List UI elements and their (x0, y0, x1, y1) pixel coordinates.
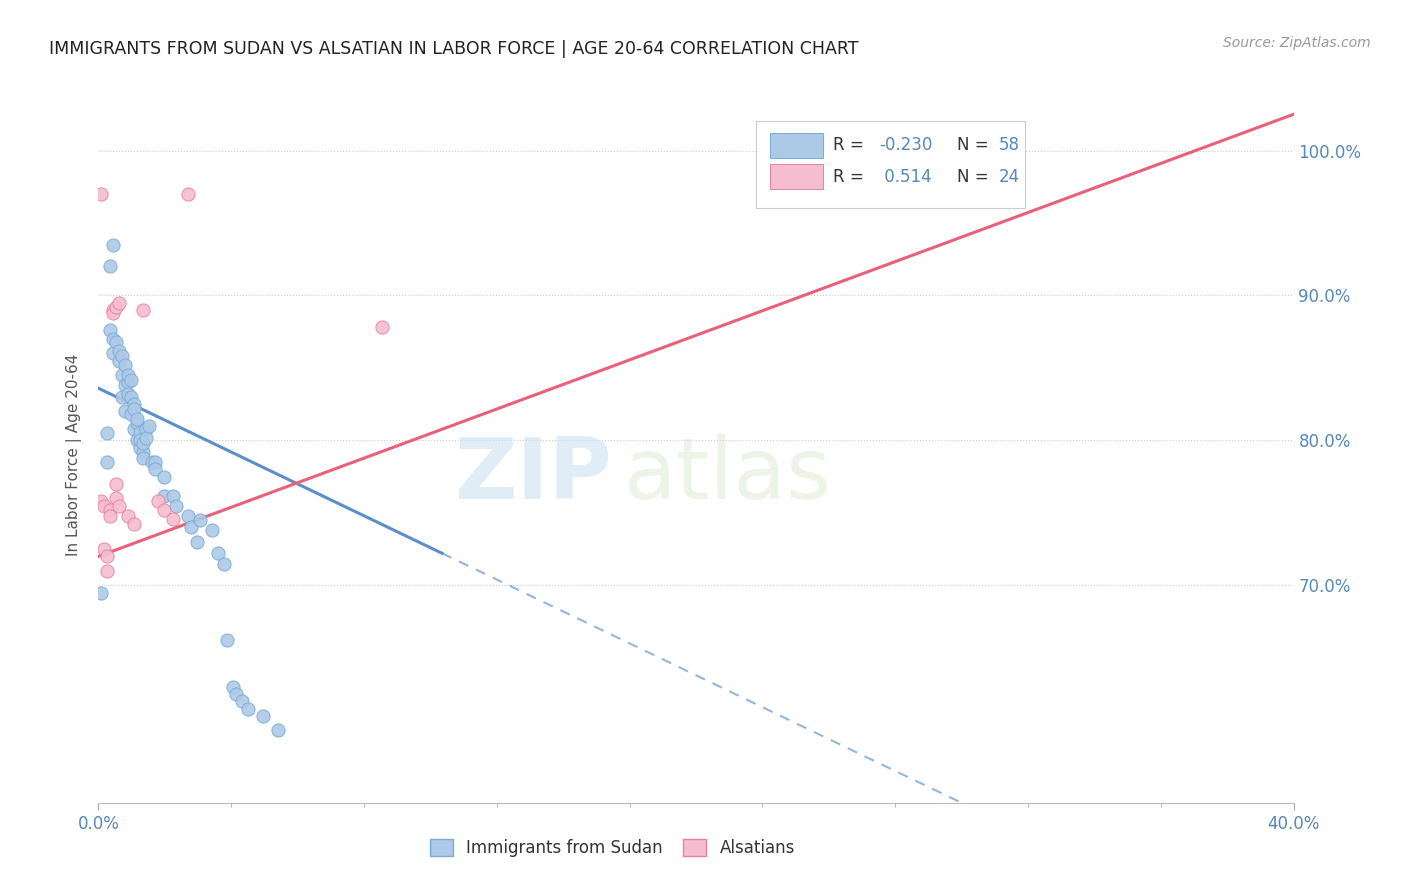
Point (215, 633, 238, 648)
Point (105, 491, 128, 506)
Point (90, 494, 112, 508)
Point (129, 434, 152, 448)
Point (120, 390, 142, 404)
Y-axis label: In Labor Force | Age 20-64: In Labor Force | Age 20-64 (66, 354, 82, 556)
Point (98, 323, 122, 337)
Point (177, 187, 200, 202)
Point (132, 303, 155, 318)
Point (132, 445, 155, 459)
Point (153, 469, 176, 483)
Text: 58: 58 (998, 136, 1019, 154)
Point (98, 508, 122, 523)
Point (177, 508, 200, 523)
Point (252, 709, 274, 723)
Point (105, 477, 128, 491)
Point (162, 489, 184, 503)
Point (148, 494, 170, 508)
Point (153, 503, 176, 517)
Point (117, 368, 139, 383)
FancyBboxPatch shape (756, 121, 1025, 208)
Point (96, 549, 118, 564)
Text: atlas: atlas (624, 434, 832, 517)
Point (124, 517, 146, 532)
Point (129, 441, 152, 455)
Point (96, 426, 118, 441)
Point (103, 332, 125, 346)
Point (114, 378, 136, 392)
Text: 0.514: 0.514 (879, 168, 931, 186)
Text: R =: R = (834, 136, 869, 154)
Point (120, 408, 142, 422)
Point (127, 416, 149, 430)
Point (132, 436, 155, 450)
Point (132, 450, 155, 465)
Point (225, 687, 247, 701)
Point (103, 346, 125, 360)
Point (117, 376, 139, 390)
Point (90, 187, 112, 202)
Point (105, 334, 128, 349)
Point (96, 455, 118, 469)
Point (120, 373, 142, 387)
Legend: Immigrants from Sudan, Alsatians: Immigrants from Sudan, Alsatians (423, 832, 801, 864)
Text: N =: N = (956, 136, 994, 154)
Text: R =: R = (834, 168, 869, 186)
Point (138, 419, 160, 434)
Point (186, 535, 208, 549)
Point (127, 434, 149, 448)
Point (143, 455, 166, 469)
Point (108, 343, 131, 358)
Point (117, 387, 139, 401)
Point (153, 489, 176, 503)
Point (93, 542, 115, 557)
Point (212, 557, 235, 571)
Point (124, 422, 146, 436)
Point (236, 701, 259, 715)
Point (201, 524, 224, 538)
Text: 24: 24 (998, 168, 1019, 186)
Point (207, 546, 229, 561)
Text: ZIP: ZIP (454, 434, 613, 517)
Point (108, 499, 131, 513)
Point (105, 300, 128, 314)
Text: N =: N = (956, 168, 994, 186)
Point (222, 680, 245, 694)
Point (143, 462, 166, 476)
Point (117, 508, 139, 523)
Point (108, 353, 131, 368)
Point (103, 303, 125, 318)
Point (111, 350, 134, 364)
Point (93, 499, 115, 513)
Point (124, 397, 146, 411)
Point (90, 585, 112, 599)
Point (108, 295, 131, 310)
Point (141, 455, 163, 469)
Point (103, 237, 125, 252)
Point (103, 306, 125, 320)
Point (188, 513, 211, 527)
Point (96, 564, 118, 578)
Point (231, 694, 253, 708)
Point (129, 426, 152, 441)
Point (135, 431, 157, 445)
Point (111, 368, 134, 383)
Text: IMMIGRANTS FROM SUDAN VS ALSATIAN IN LABOR FORCE | AGE 20-64 CORRELATION CHART: IMMIGRANTS FROM SUDAN VS ALSATIAN IN LAB… (49, 40, 859, 58)
Point (111, 390, 134, 404)
Text: -0.230: -0.230 (879, 136, 932, 154)
Point (98, 503, 122, 517)
Point (162, 512, 184, 526)
FancyBboxPatch shape (770, 164, 823, 189)
Point (267, 723, 290, 738)
Point (124, 401, 146, 416)
Point (371, 320, 394, 334)
Point (127, 411, 149, 425)
Point (165, 499, 187, 513)
Point (98, 260, 122, 274)
Point (114, 404, 136, 418)
Point (135, 422, 157, 436)
Point (180, 520, 202, 534)
Point (114, 358, 136, 372)
Text: Source: ZipAtlas.com: Source: ZipAtlas.com (1223, 36, 1371, 50)
FancyBboxPatch shape (770, 133, 823, 158)
